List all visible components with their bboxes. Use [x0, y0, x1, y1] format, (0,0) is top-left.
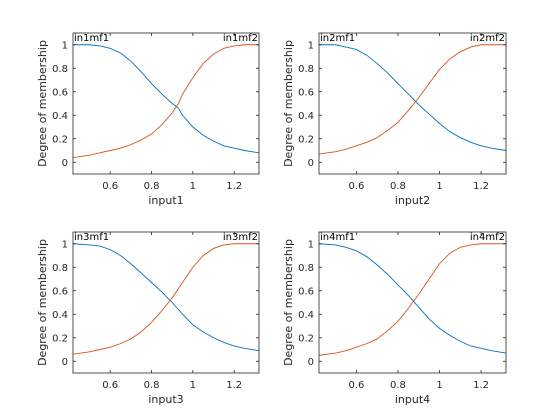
y-tick-label: 0 — [62, 158, 68, 169]
x-tick-label: 0.6 — [348, 380, 364, 391]
y-tick-label: 0.6 — [52, 286, 68, 297]
y-tick-label: 0.4 — [52, 111, 68, 122]
x-tick-label: 0.6 — [102, 181, 118, 192]
series-line-in2mf1 — [319, 44, 507, 151]
x-tick-label: 1.2 — [473, 380, 489, 391]
y-tick-label: 0.4 — [52, 310, 68, 321]
plot-area — [73, 33, 259, 174]
mf-label-in3mf2: in3mf2 — [223, 232, 258, 243]
y-tick-label: 0 — [308, 158, 314, 169]
x-tick-label: 0.6 — [348, 181, 364, 192]
y-tick-label: 0.8 — [298, 263, 314, 274]
series-line-in1mf2 — [72, 44, 259, 158]
y-axis-label: Degree of membership — [36, 40, 49, 167]
x-tick-label: 1.2 — [226, 380, 242, 391]
y-tick-label: 0.8 — [52, 263, 68, 274]
y-tick-label: 1 — [308, 40, 314, 51]
y-tick-label: 1 — [62, 40, 68, 51]
y-tick-label: 0.4 — [298, 111, 314, 122]
y-axis-label: Degree of membership — [282, 239, 295, 366]
x-tick-label: 1.2 — [226, 181, 242, 192]
mf-label-in4mf1: in4mf1 — [320, 232, 355, 243]
x-tick-label: 1 — [436, 380, 442, 391]
axes-box — [72, 231, 260, 374]
subplot-4: 0.6 0.8 1 1.2 0 0.2 0.4 0.6 0.8 1 in4mf1 in4mf2 inpu… — [282, 231, 507, 406]
x-axis-label: input3 — [148, 393, 183, 406]
y-tick-label: 0.2 — [52, 333, 68, 344]
plot-area — [73, 232, 259, 373]
mf-label-in4mf2: in4mf2 — [470, 232, 505, 243]
axes-box — [318, 32, 507, 175]
x-axis-label: input2 — [395, 194, 430, 207]
x-tick-label: 1 — [436, 181, 442, 192]
subplot-1: 0.6 0.8 1 1.2 0 0.2 0.4 0.6 0.8 1 in1mf1 in1mf2 inpu… — [36, 32, 260, 207]
y-tick-label: 0 — [308, 357, 314, 368]
y-tick-label: 0.2 — [298, 333, 314, 344]
x-tick-label: 0.8 — [390, 380, 406, 391]
y-tick-label: 0.8 — [298, 64, 314, 75]
x-axis-label: input1 — [148, 194, 183, 207]
mf-label-in1mf2: in1mf2 — [223, 33, 258, 44]
x-tick-label: 0.8 — [144, 380, 160, 391]
subplot-2: 0.6 0.8 1 1.2 0 0.2 0.4 0.6 0.8 1 in2mf1 in2mf2 inpu… — [282, 32, 507, 207]
series-line-in4mf2 — [318, 243, 506, 356]
mf-label-in2mf1: in2mf1 — [320, 33, 355, 44]
x-tick-label: 1.2 — [473, 181, 489, 192]
y-tick-label: 0.6 — [298, 286, 314, 297]
y-axis-label: Degree of membership — [282, 40, 295, 167]
y-tick-label: 0.4 — [298, 310, 314, 321]
mf-label-in2mf2: in2mf2 — [470, 33, 505, 44]
x-tick-label: 1 — [190, 380, 196, 391]
series-line-in3mf2 — [72, 243, 259, 355]
y-tick-label: 0.6 — [298, 87, 314, 98]
x-tick-label: 0.8 — [144, 181, 160, 192]
x-tick-label: 1 — [190, 181, 196, 192]
x-tick-label: 0.6 — [102, 380, 118, 391]
y-tick-label: 0 — [62, 357, 68, 368]
y-tick-label: 1 — [308, 239, 314, 250]
axes-box — [318, 231, 507, 374]
subplot-3: 0.6 0.8 1 1.2 0 0.2 0.4 0.6 0.8 1 in3mf1 in3mf2 inpu… — [36, 231, 260, 406]
series-line-in3mf1 — [72, 243, 260, 352]
axes-box — [72, 32, 260, 175]
plot-area — [319, 33, 506, 174]
y-tick-label: 0.8 — [52, 64, 68, 75]
y-tick-label: 0.2 — [52, 134, 68, 145]
mf-label-in1mf1: in1mf1 — [74, 33, 109, 44]
y-tick-label: 0.2 — [298, 134, 314, 145]
x-tick-label: 0.8 — [390, 181, 406, 192]
y-axis-label: Degree of membership — [36, 239, 49, 366]
mf-label-in3mf1: in3mf1 — [74, 232, 109, 243]
x-axis-label: input4 — [395, 393, 430, 406]
series-line-in2mf2 — [318, 44, 506, 155]
y-tick-label: 0.6 — [52, 87, 68, 98]
y-tick-label: 1 — [62, 239, 68, 250]
series-line-in1mf1 — [73, 44, 260, 154]
